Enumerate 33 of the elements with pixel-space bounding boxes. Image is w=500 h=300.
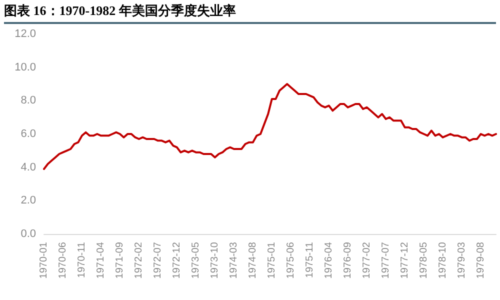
y-tick-label: 6.0 [20, 128, 36, 140]
x-tick-label: 1972-02 [133, 242, 144, 279]
x-tick-label: 1976-04 [323, 242, 334, 279]
line-series [43, 83, 497, 170]
x-tick-label: 1977-02 [361, 242, 372, 279]
y-tick-label: 12.0 [14, 28, 36, 40]
x-tick-label: 1970-01 [38, 242, 50, 279]
x-tick-label: 1978-05 [418, 242, 430, 279]
x-tick-label: 1978-10 [437, 242, 448, 279]
x-tick-label: 1979-03 [456, 242, 468, 279]
x-tick-label: 1974-08 [247, 242, 258, 279]
x-tick-label: 1976-09 [342, 242, 354, 279]
x-tick-label: 1971-04 [95, 242, 106, 279]
x-tick-label: 1975-06 [285, 242, 296, 279]
x-tick-label: 1975-11 [304, 242, 316, 278]
y-tick-label: 4.0 [20, 161, 36, 174]
x-tick-label: 1972-07 [152, 242, 164, 279]
y-tick-label: 10.0 [14, 61, 36, 74]
x-tick-label: 1979-08 [475, 242, 486, 279]
x-tick-label: 1977-12 [399, 242, 410, 279]
x-tick-label: 1973-05 [190, 242, 202, 279]
x-tick-label: 1977-07 [380, 242, 392, 279]
x-tick-label: 1973-10 [209, 242, 220, 279]
y-tick-label: 2.0 [20, 194, 36, 207]
x-tick-label: 1975-01 [266, 242, 278, 279]
x-tick-label: 1974-03 [228, 242, 240, 279]
y-tick-label: 8.0 [20, 94, 36, 107]
x-tick-label: 1970-11 [76, 242, 88, 278]
x-tick-label: 1971-09 [114, 242, 126, 279]
chart-title: 图表 16：1970-1982 年美国分季度失业率 [4, 0, 496, 24]
x-tick-label: 1970-06 [57, 242, 68, 279]
y-tick-label: 0.0 [20, 228, 36, 240]
x-tick-label: 1972-12 [171, 242, 182, 279]
